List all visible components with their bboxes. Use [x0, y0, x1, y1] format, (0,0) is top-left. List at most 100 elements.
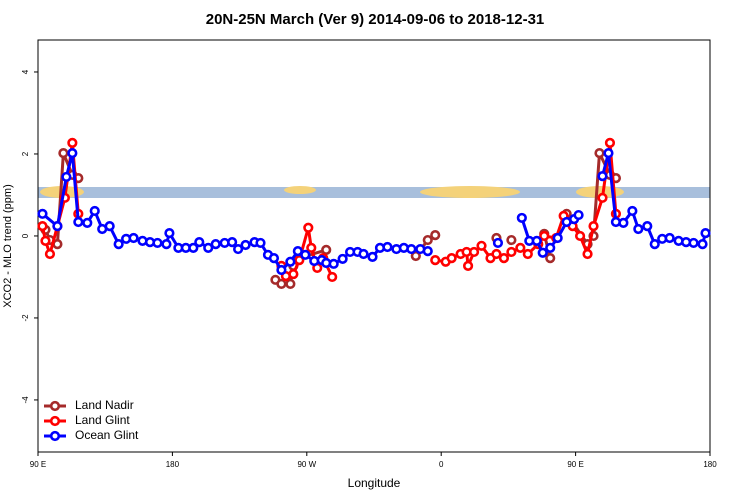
data-point	[597, 192, 608, 203]
data-point	[292, 246, 303, 257]
land-shape	[284, 186, 316, 194]
data-point	[410, 250, 421, 262]
legend-marker	[49, 430, 61, 442]
data-point	[522, 248, 533, 260]
data-point	[113, 239, 124, 250]
data-point	[462, 260, 474, 271]
plot-frame	[37, 39, 711, 453]
legend-label: Land Nadir	[75, 398, 134, 412]
data-point	[285, 278, 296, 290]
data-point	[664, 232, 675, 244]
data-point	[276, 264, 287, 276]
data-point	[40, 235, 51, 246]
data-point	[573, 209, 584, 221]
data-point	[367, 251, 378, 262]
data-point	[688, 237, 699, 249]
legend-label: Ocean Glint	[75, 428, 139, 442]
y-tick-label: -2	[21, 314, 30, 322]
data-point	[446, 252, 457, 264]
data-point	[604, 137, 616, 148]
y-tick-label: 2	[21, 151, 30, 156]
y-tick-label: -4	[21, 396, 30, 404]
data-point	[327, 271, 338, 283]
data-point	[406, 243, 417, 255]
data-point	[82, 217, 93, 228]
y-axis-label: XCO2 - MLO trend (ppm)	[2, 184, 14, 307]
x-tick-label: 90 E	[567, 460, 583, 469]
map-strip	[38, 186, 710, 198]
data-point	[506, 246, 517, 258]
y-tick-label: 0	[21, 233, 30, 238]
data-point	[73, 216, 84, 228]
data-point	[516, 212, 527, 224]
data-point	[476, 240, 487, 251]
data-point	[52, 221, 63, 232]
y-tick-label: 4	[21, 69, 30, 74]
data-point	[618, 217, 629, 228]
x-axis-label: Longitude	[348, 476, 401, 490]
data-point	[188, 242, 199, 253]
data-point	[552, 232, 563, 244]
data-point	[337, 253, 348, 265]
data-point	[633, 223, 644, 235]
data-point	[255, 237, 266, 249]
data-point	[285, 256, 296, 267]
data-point	[37, 221, 48, 232]
data-point	[44, 248, 56, 260]
data-point	[233, 243, 244, 255]
x-tick-label: 90 E	[30, 460, 46, 469]
data-point	[321, 244, 332, 255]
data-point	[67, 137, 78, 148]
x-tick-label: 180	[703, 460, 717, 469]
data-point	[697, 239, 708, 250]
data-point	[37, 208, 48, 219]
data-point	[627, 205, 638, 217]
data-point	[430, 230, 441, 241]
data-point	[491, 248, 502, 260]
data-point	[506, 234, 517, 246]
data-point	[61, 171, 72, 183]
data-point	[531, 235, 542, 246]
data-point	[468, 246, 480, 258]
data-point	[67, 148, 78, 159]
data-point	[498, 252, 510, 264]
land-shape	[420, 186, 520, 198]
chart-title: 20N-25N March (Ver 9) 2014-09-06 to 2018…	[206, 11, 545, 28]
data-point	[306, 242, 317, 253]
data-point	[194, 237, 205, 248]
data-point	[422, 234, 433, 246]
data-point	[642, 221, 653, 232]
legend-marker	[49, 400, 61, 412]
x-tick-label: 90 W	[297, 460, 316, 469]
data-point	[649, 239, 660, 250]
data-point	[240, 239, 251, 251]
data-point	[210, 239, 221, 250]
data-point	[164, 227, 175, 239]
data-point	[152, 237, 163, 249]
data-point	[303, 222, 314, 233]
data-point	[276, 278, 287, 290]
data-point	[700, 227, 711, 239]
data-point	[89, 205, 100, 217]
data-point	[128, 232, 139, 244]
data-point	[358, 248, 369, 260]
data-point	[422, 246, 433, 257]
data-point	[294, 255, 305, 266]
data-point	[545, 242, 556, 253]
data-point	[58, 148, 69, 159]
data-point	[537, 247, 548, 258]
data-point	[328, 258, 339, 269]
data-point	[492, 237, 504, 249]
data-point	[515, 242, 526, 253]
data-point	[268, 252, 280, 264]
data-point	[430, 255, 441, 266]
data-point	[203, 242, 214, 253]
data-point	[539, 230, 550, 242]
ocean-band	[38, 187, 710, 198]
data-point	[104, 221, 115, 232]
legend-label: Land Glint	[75, 413, 130, 427]
